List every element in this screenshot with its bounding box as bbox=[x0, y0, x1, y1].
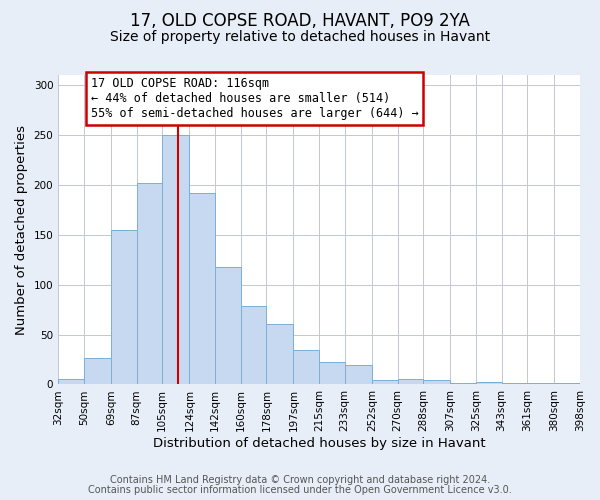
Text: Contains HM Land Registry data © Crown copyright and database right 2024.: Contains HM Land Registry data © Crown c… bbox=[110, 475, 490, 485]
Bar bbox=[398, 380, 423, 384]
Bar bbox=[241, 306, 266, 384]
Bar bbox=[319, 362, 345, 384]
Bar bbox=[84, 358, 111, 384]
Bar bbox=[215, 266, 241, 384]
Text: 17, OLD COPSE ROAD, HAVANT, PO9 2YA: 17, OLD COPSE ROAD, HAVANT, PO9 2YA bbox=[130, 12, 470, 30]
Bar bbox=[293, 350, 319, 384]
Y-axis label: Number of detached properties: Number of detached properties bbox=[15, 124, 28, 334]
Bar bbox=[111, 230, 137, 384]
Bar bbox=[423, 380, 450, 384]
Bar bbox=[345, 366, 372, 384]
Text: 17 OLD COPSE ROAD: 116sqm
← 44% of detached houses are smaller (514)
55% of semi: 17 OLD COPSE ROAD: 116sqm ← 44% of detac… bbox=[91, 77, 419, 120]
Bar bbox=[372, 380, 398, 384]
Bar bbox=[190, 193, 215, 384]
Bar bbox=[162, 135, 190, 384]
Bar bbox=[58, 380, 84, 384]
Text: Contains public sector information licensed under the Open Government Licence v3: Contains public sector information licen… bbox=[88, 485, 512, 495]
Text: Size of property relative to detached houses in Havant: Size of property relative to detached ho… bbox=[110, 30, 490, 44]
Bar bbox=[476, 382, 502, 384]
Bar bbox=[266, 324, 293, 384]
Bar bbox=[137, 183, 162, 384]
X-axis label: Distribution of detached houses by size in Havant: Distribution of detached houses by size … bbox=[153, 437, 485, 450]
